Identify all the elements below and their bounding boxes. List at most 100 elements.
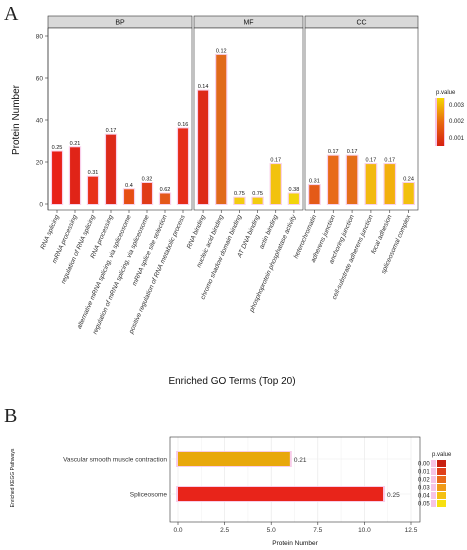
bar-value-label: 0.31	[309, 179, 320, 185]
bar-anchoring-junction	[346, 155, 358, 204]
kegg-x-tick-label: 2.5	[220, 527, 229, 534]
bar-focal-adhesion	[384, 164, 395, 204]
bar-adherens-junction	[328, 155, 339, 204]
legend-b-swatch	[437, 500, 446, 507]
go-x-axis-title: Enriched GO Terms (Top 20)	[168, 376, 295, 387]
bar-cell-substrate-adherens-junction	[365, 164, 377, 204]
bar-value-label: 0.17	[347, 149, 358, 155]
bar-chromo-shadow-domain-binding	[234, 197, 245, 204]
go-y-tick-label: 40	[36, 117, 44, 124]
legend-b-swatch	[437, 476, 446, 483]
facet-strip-label-cc: CC	[356, 20, 366, 27]
legend-a-tick: 0.003	[449, 103, 465, 109]
legend-b-halo	[431, 500, 436, 507]
kegg-bar-value-label: 0.21	[294, 457, 307, 464]
bar-spliceosomal-complex	[403, 183, 414, 204]
bar-nucleic-acid-binding	[216, 54, 227, 205]
legend-b-swatch	[437, 460, 446, 467]
go-x-tick-label: actin binding	[258, 214, 279, 251]
bar-value-label: 0.4	[125, 183, 133, 189]
go-y-tick-label: 80	[36, 33, 44, 40]
bar-phosphoprotein-phosphatase-activity	[288, 193, 299, 204]
facet-strip-label-bp: BP	[115, 20, 125, 27]
bar-value-label: 0.17	[270, 158, 281, 164]
go-x-tick-label: regulation of RNA splicing	[60, 214, 97, 285]
kegg-y-tick-label: Spliceosome	[130, 492, 168, 499]
legend-a-colorbar	[437, 98, 444, 146]
go-y-tick-label: 20	[36, 159, 44, 166]
kegg-bar-value-label: 0.25	[387, 492, 400, 499]
kegg-x-tick-label: 0.0	[173, 527, 182, 534]
bar-regulation-of-mrna-splicing-via-spliceosome	[142, 183, 152, 204]
kegg-y-tick-label: Vascular smooth muscle contraction	[63, 457, 167, 464]
legend-a-tick: 0.001	[449, 136, 465, 142]
bar-heterochromatin	[309, 185, 320, 204]
kegg-x-tick-label: 7.5	[313, 527, 322, 534]
legend-a-title: p.value	[436, 90, 456, 96]
go-pvalue-legend: p.value 0.003 0.002 0.001	[435, 90, 465, 146]
bar-value-label: 0.21	[70, 141, 81, 147]
panel-a-letter: A	[4, 3, 19, 25]
bar-value-label: 0.31	[88, 170, 99, 176]
legend-a-tick: 0.002	[449, 119, 465, 125]
kegg-x-tick-label: 10.0	[358, 527, 371, 534]
facet-panel-cc	[304, 27, 419, 211]
kegg-x-tick-label: 5.0	[267, 527, 276, 534]
legend-b-halo	[431, 476, 436, 483]
bar-alternative-mrna-splicing-via-spliceosome	[124, 189, 134, 204]
go-x-tick-label: RNA binding	[186, 214, 207, 250]
bar-value-label: 0.16	[178, 122, 189, 128]
bar-positive-regulation-of-rna-metabolic-process	[178, 128, 188, 204]
bar-mrna-processing	[70, 147, 80, 204]
kegg-bar-spliceosome	[178, 487, 384, 501]
bar-value-label: 0.17	[106, 128, 117, 134]
bar-value-label: 0.25	[52, 145, 63, 151]
panel-b-letter: B	[4, 405, 17, 427]
legend-b-tick: 0.03	[418, 486, 430, 492]
bar-value-label: 0.24	[403, 177, 414, 183]
go-y-tick-label: 0	[39, 201, 43, 208]
kegg-plot-frame	[169, 436, 421, 523]
legend-b-halo	[431, 460, 436, 467]
legend-b-tick: 0.02	[418, 478, 430, 484]
legend-b-swatch	[437, 492, 446, 499]
bar-value-label: 0.17	[328, 149, 339, 155]
kegg-bar-vascular-smooth-muscle-contraction	[178, 452, 290, 466]
bar-value-label: 0.32	[142, 177, 153, 183]
bar-actin-binding	[270, 164, 281, 204]
legend-b-swatch	[437, 484, 446, 491]
bar-value-label: 0.75	[234, 191, 245, 197]
kegg-x-tick-label: 12.5	[405, 527, 418, 534]
go-y-tick-label: 60	[36, 75, 44, 82]
facet-strip-label-mf: MF	[243, 20, 253, 27]
legend-b-halo	[431, 492, 436, 499]
legend-b-tick: 0.00	[418, 462, 430, 468]
bar-value-label: 0.38	[289, 187, 300, 193]
bar-at-dna-binding	[252, 197, 263, 204]
kegg-enrichment-chart: 0.21 Vascular smooth muscle contraction 0.…	[63, 436, 421, 534]
kegg-x-axis-title: Protein Number	[272, 540, 318, 547]
bar-value-label: 0.75	[252, 191, 263, 197]
legend-b-swatch	[437, 468, 446, 475]
legend-b-title: p.value	[432, 452, 452, 458]
legend-b-tick: 0.01	[418, 470, 430, 476]
legend-b-tick: 0.04	[418, 494, 430, 500]
bar-regulation-of-rna-splicing	[88, 176, 98, 204]
bar-value-label: 0.17	[366, 158, 377, 164]
facet-panel-mf	[193, 27, 304, 211]
legend-b-halo	[431, 468, 436, 475]
bar-rna-binding	[198, 90, 209, 204]
bar-value-label: 0.14	[198, 84, 209, 90]
bar-value-label: 0.17	[384, 158, 395, 164]
kegg-y-axis-title: Enriched KEGG Pathways	[10, 448, 16, 507]
bar-value-label: 0.62	[160, 187, 171, 193]
bar-rna-splicing	[52, 151, 62, 204]
legend-b-tick: 0.05	[418, 502, 430, 508]
bar-rna-processing	[106, 134, 116, 204]
bar-mrna-splice-site-selection	[160, 193, 170, 204]
legend-b-halo	[431, 484, 436, 491]
go-y-axis-title: Protein Number	[11, 84, 22, 155]
